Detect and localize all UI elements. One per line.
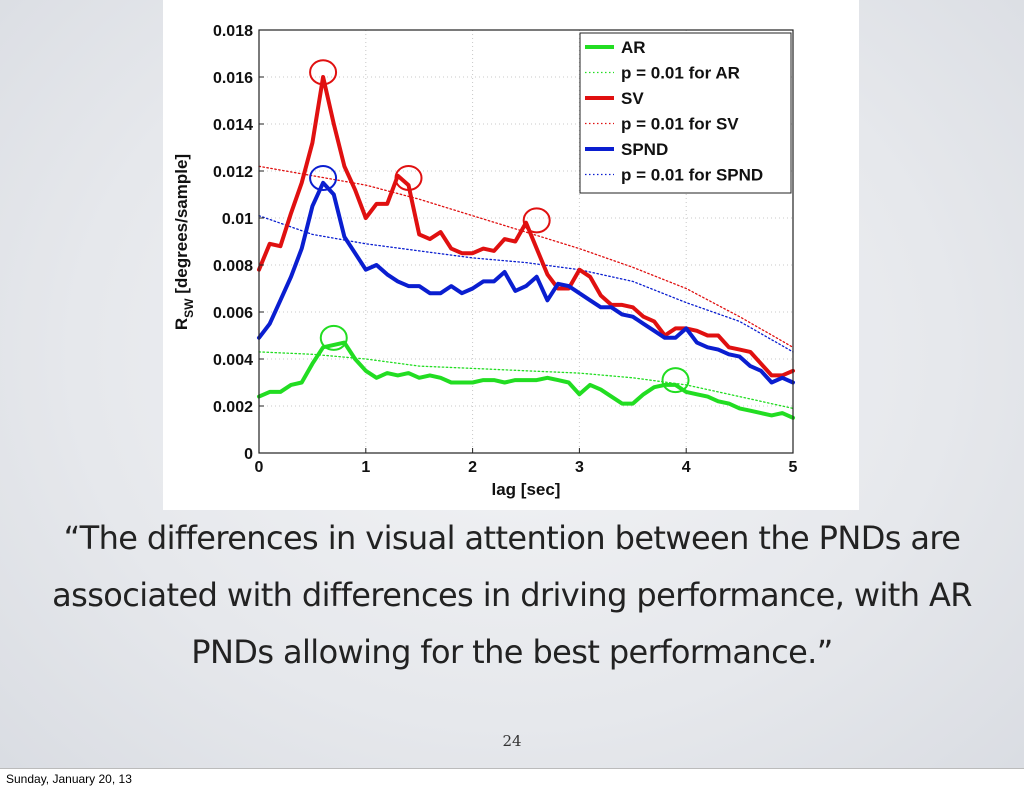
peak-circle: [394, 165, 423, 192]
series-lines: [257, 75, 795, 420]
y-tick-label: 0.014: [213, 117, 253, 134]
series-line-p-0-01-for-ar: [258, 351, 794, 410]
peak-circle: [319, 324, 348, 351]
y-tick-label: 0.01: [222, 211, 253, 228]
peak-circle: [522, 207, 551, 234]
y-axis-label-unit: [degrees/sample]: [172, 154, 191, 299]
legend: AR p = 0.01 for AR SV p = 0.01 for SV SPND p …: [579, 32, 792, 194]
x-tick-label: 2: [468, 459, 477, 476]
y-tick-label: 0: [244, 446, 253, 463]
y-tick-label: 0.018: [213, 23, 253, 40]
y-axis-label-sub: SW: [182, 298, 196, 318]
y-tick-label: 0.016: [213, 70, 253, 87]
series-line-sv: [257, 75, 795, 378]
y-tick-label: 0.006: [213, 305, 253, 322]
y-tick-label: 0.008: [213, 258, 253, 275]
footer-date: Sunday, January 20, 13: [6, 772, 132, 786]
plot-frame: [258, 29, 794, 454]
footer-bar: Sunday, January 20, 13: [0, 768, 1024, 789]
legend-box: [579, 32, 792, 194]
legend-label: p = 0.01 for SPND: [621, 166, 763, 185]
y-tick-label: 0.002: [213, 399, 253, 416]
y-tick-label: 0.012: [213, 164, 253, 181]
legend-entries: AR p = 0.01 for AR SV p = 0.01 for SV SPND p …: [585, 38, 763, 185]
legend-label: p = 0.01 for SV: [621, 115, 739, 134]
x-axis-label: lag [sec]: [492, 480, 561, 499]
legend-label: AR: [621, 38, 646, 57]
legend-label: SPND: [621, 140, 668, 159]
chart-panel: 0 1 2 3 4 5 0 0.002 0.004 0.006 0.008 0.01 0.012 0.01…: [163, 0, 859, 510]
slide-quote: “The differences in visual attention bet…: [52, 519, 972, 671]
series-line-p-0-01-for-sv: [258, 165, 794, 348]
peak-circle: [309, 165, 338, 192]
peak-circle: [309, 59, 338, 86]
x-tick-label: 1: [361, 459, 370, 476]
y-tick-label: 0.004: [213, 352, 253, 369]
y-axis-label: RSW [degrees/sample]: [172, 154, 196, 330]
series-line-ar: [257, 340, 795, 420]
slide: 0 1 2 3 4 5 0 0.002 0.004 0.006 0.008 0.01 0.012 0.01…: [52, 0, 973, 750]
legend-label: p = 0.01 for AR: [621, 64, 740, 83]
peak-annotations: [309, 59, 690, 394]
x-tick-label: 0: [255, 459, 264, 476]
axis-ticks: 0 1 2 3 4 5 0 0.002 0.004 0.006 0.008 0.01 0.012 0.01…: [213, 23, 798, 476]
line-chart: 0 1 2 3 4 5 0 0.002 0.004 0.006 0.008 0.01 0.012 0.01…: [172, 23, 798, 499]
legend-label: SV: [621, 89, 644, 108]
x-tick-label: 4: [682, 459, 691, 476]
x-tick-label: 5: [789, 459, 798, 476]
peak-circle: [661, 367, 690, 394]
y-axis-label-main: R: [172, 318, 191, 330]
page-number: 24: [502, 732, 522, 750]
series-line-spnd: [257, 180, 795, 385]
x-tick-label: 3: [575, 459, 584, 476]
